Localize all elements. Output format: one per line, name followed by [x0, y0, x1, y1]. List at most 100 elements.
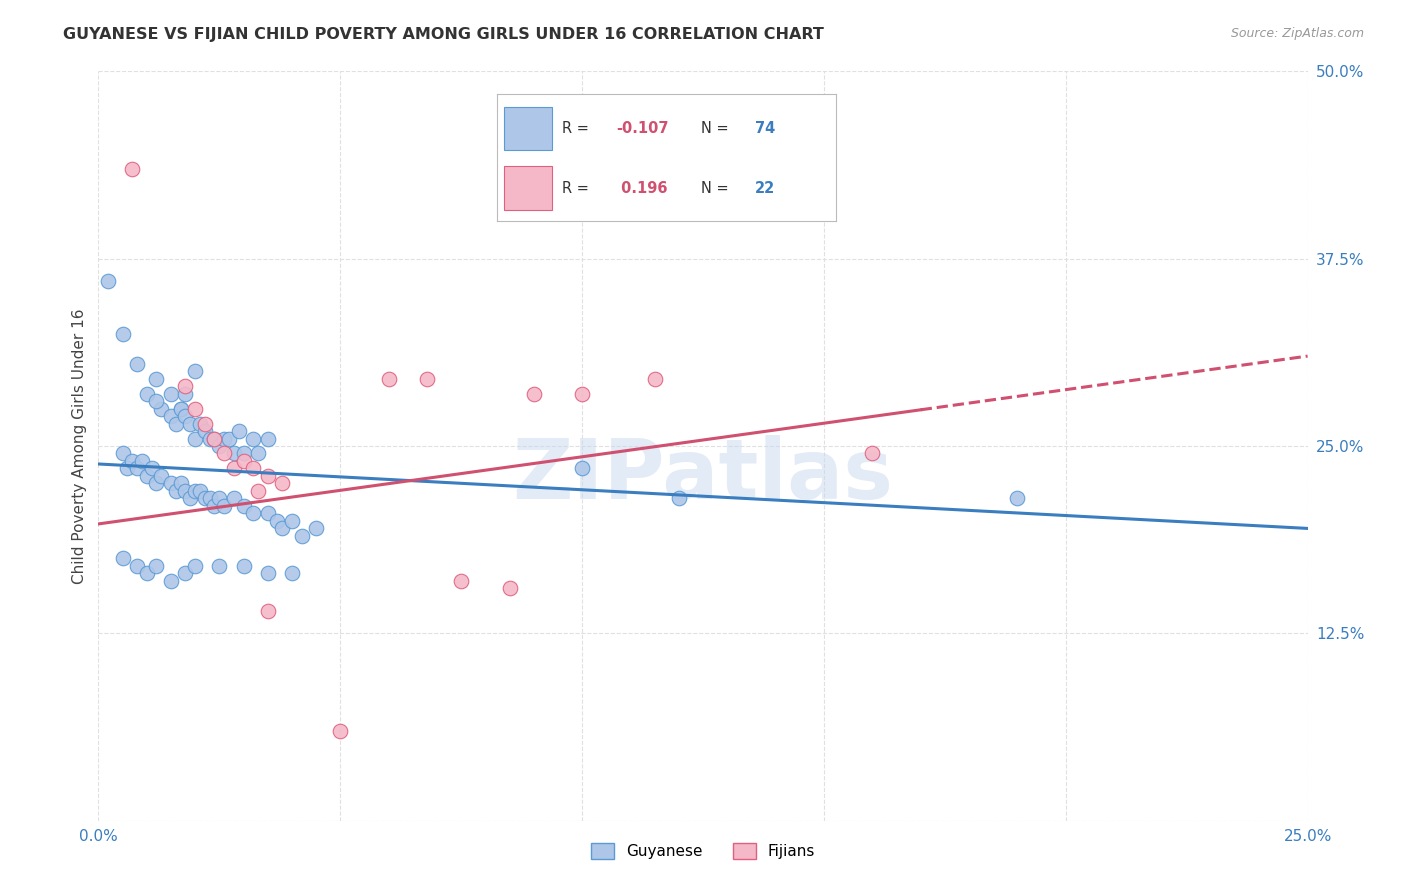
Point	[188, 483, 211, 498]
Point	[222, 461, 245, 475]
Point	[194, 417, 217, 431]
Point	[271, 476, 294, 491]
Point	[169, 476, 191, 491]
Point	[174, 483, 197, 498]
Point	[668, 491, 690, 506]
Point	[194, 491, 217, 506]
Point	[242, 432, 264, 446]
Point	[242, 507, 264, 521]
Point	[212, 499, 235, 513]
Point	[111, 446, 134, 460]
Point	[198, 432, 221, 446]
Y-axis label: Child Poverty Among Girls Under 16: Child Poverty Among Girls Under 16	[72, 309, 87, 583]
Point	[218, 432, 240, 446]
Point	[247, 446, 270, 460]
Point	[160, 476, 183, 491]
Point	[523, 386, 546, 401]
Point	[204, 432, 226, 446]
Point	[184, 558, 207, 573]
Point	[127, 461, 149, 475]
Point	[222, 491, 245, 506]
Point	[290, 529, 312, 543]
Point	[256, 469, 278, 483]
Point	[145, 394, 167, 409]
Point	[141, 461, 163, 475]
Point	[165, 483, 187, 498]
Point	[169, 401, 191, 416]
Point	[127, 558, 149, 573]
Point	[150, 401, 173, 416]
Point	[194, 424, 217, 438]
Point	[198, 491, 221, 506]
Point	[208, 439, 231, 453]
Text: GUYANESE VS FIJIAN CHILD POVERTY AMONG GIRLS UNDER 16 CORRELATION CHART: GUYANESE VS FIJIAN CHILD POVERTY AMONG G…	[63, 27, 824, 42]
Point	[150, 469, 173, 483]
Point	[212, 432, 235, 446]
Point	[571, 386, 593, 401]
Point	[377, 371, 399, 385]
Point	[256, 432, 278, 446]
Point	[184, 364, 207, 378]
Point	[232, 499, 254, 513]
Point	[145, 558, 167, 573]
Point	[174, 566, 197, 581]
Point	[281, 566, 304, 581]
Point	[247, 483, 270, 498]
Point	[204, 432, 226, 446]
Point	[169, 401, 191, 416]
Point	[165, 417, 187, 431]
Point	[97, 274, 120, 288]
Legend: Guyanese, Fijians: Guyanese, Fijians	[585, 838, 821, 865]
Point	[188, 417, 211, 431]
Point	[184, 432, 207, 446]
Point	[121, 161, 143, 176]
Point	[232, 454, 254, 468]
Point	[111, 551, 134, 566]
Point	[212, 446, 235, 460]
Point	[498, 582, 520, 596]
Text: Source: ZipAtlas.com: Source: ZipAtlas.com	[1230, 27, 1364, 40]
Point	[111, 326, 134, 341]
Point	[208, 558, 231, 573]
Text: ZIPatlas: ZIPatlas	[513, 435, 893, 516]
Point	[135, 386, 157, 401]
Point	[222, 446, 245, 460]
Point	[571, 461, 593, 475]
Point	[160, 409, 183, 423]
Point	[179, 417, 201, 431]
Point	[204, 499, 226, 513]
Point	[131, 454, 153, 468]
Point	[329, 723, 352, 738]
Point	[127, 357, 149, 371]
Point	[184, 483, 207, 498]
Point	[305, 521, 328, 535]
Point	[416, 371, 439, 385]
Point	[281, 514, 304, 528]
Point	[135, 469, 157, 483]
Point	[174, 386, 197, 401]
Point	[174, 409, 197, 423]
Point	[117, 461, 139, 475]
Point	[179, 491, 201, 506]
Point	[160, 386, 183, 401]
Point	[228, 424, 250, 438]
Point	[174, 379, 197, 393]
Point	[256, 566, 278, 581]
Point	[232, 558, 254, 573]
Point	[271, 521, 294, 535]
Point	[860, 446, 883, 460]
Point	[256, 604, 278, 618]
Point	[135, 566, 157, 581]
Point	[242, 461, 264, 475]
Point	[121, 454, 143, 468]
Point	[1007, 491, 1029, 506]
Point	[208, 491, 231, 506]
Point	[160, 574, 183, 588]
Point	[184, 401, 207, 416]
Point	[266, 514, 288, 528]
Point	[145, 371, 167, 385]
Point	[232, 446, 254, 460]
Point	[450, 574, 472, 588]
Point	[644, 371, 666, 385]
Point	[145, 476, 167, 491]
